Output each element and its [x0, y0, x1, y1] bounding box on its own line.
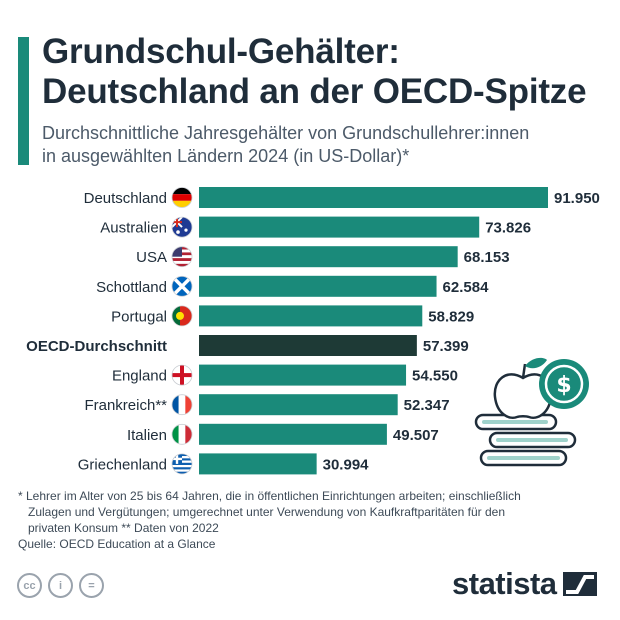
footnote-line-1: * Lehrer im Alter von 25 bis 64 Jahren, …	[18, 489, 521, 503]
value-label: 73.826	[485, 220, 531, 237]
bar-row: USA 68.153	[136, 246, 510, 268]
flag-icon-gr	[171, 453, 193, 475]
bar-row: England 54.550	[112, 364, 458, 386]
category-label: Schottland	[96, 279, 167, 296]
bar-row: Portugal 58.829	[111, 305, 474, 327]
license-icons: cc i =	[17, 573, 104, 598]
value-label: 62.584	[443, 279, 490, 296]
bar	[199, 453, 317, 475]
footnote-line-3: privaten Konsum ** Daten von 2022	[28, 521, 219, 535]
category-label: Frankreich**	[84, 397, 167, 414]
no-derivatives-icon[interactable]: =	[79, 573, 104, 598]
category-label: Griechenland	[78, 456, 167, 473]
value-label: 58.829	[428, 308, 474, 325]
bar-row: OECD-Durchschnitt 57.399	[26, 335, 469, 356]
value-label: 91.950	[554, 190, 600, 207]
cc-icon[interactable]: cc	[17, 573, 42, 598]
svg-text:$: $	[556, 373, 571, 398]
value-label: 54.550	[412, 368, 458, 385]
bar-row: Italien 49.507	[127, 423, 439, 445]
accent-bar	[18, 37, 29, 165]
bar	[199, 423, 387, 445]
bar-row: Schottland 62.584	[96, 275, 490, 297]
bar	[199, 305, 423, 327]
subtitle: Durchschnittliche Jahresgehälter von Gru…	[42, 122, 612, 168]
value-label: 68.153	[464, 249, 510, 266]
category-label: OECD-Durchschnitt	[26, 338, 167, 355]
category-label: England	[112, 368, 167, 385]
bar-row: Deutschland 91.950	[84, 187, 600, 208]
subtitle-line-2: in ausgewählten Ländern 2024 (in US-Doll…	[42, 146, 410, 166]
flag-icon-fr	[171, 394, 193, 416]
title-line-2: Deutschland an der OECD-Spitze	[42, 72, 587, 111]
flag-icon-eng	[171, 364, 193, 386]
bar-row: Frankreich** 52.347	[84, 394, 450, 416]
statista-logo-text: statista	[452, 566, 557, 601]
flag-icon-scot	[171, 275, 193, 297]
value-label: 30.994	[323, 456, 370, 473]
flag-icon-pt	[171, 305, 193, 327]
category-label: Deutschland	[84, 190, 167, 207]
bar	[199, 187, 548, 208]
bar-row: Griechenland 30.994	[78, 453, 370, 475]
bar	[199, 216, 480, 238]
attribution-icon[interactable]: i	[48, 573, 73, 598]
flag-icon-de	[171, 187, 193, 208]
value-label: 49.507	[393, 427, 439, 444]
page-title: Grundschul-Gehälter: Deutschland an der …	[42, 32, 612, 112]
statista-logo-icon	[562, 572, 597, 596]
value-label: 52.347	[404, 397, 450, 414]
category-label: Australien	[100, 220, 167, 237]
bar	[199, 335, 417, 356]
statista-logo[interactable]: statista	[452, 566, 599, 602]
footnote: * Lehrer im Alter von 25 bis 64 Jahren, …	[18, 488, 603, 536]
flag-icon-us	[171, 246, 193, 268]
apple-money-book-illustration: $	[474, 357, 589, 467]
bar	[199, 394, 398, 416]
bar-chart: Deutschland 91.950 Australien 73.826 USA 68.1…	[26, 187, 600, 475]
source-note: Quelle: OECD Education at a Glance	[18, 537, 216, 551]
flag-icon-it	[171, 423, 193, 445]
footnote-line-2: Zulagen und Vergütungen; umgerechnet unt…	[28, 505, 505, 519]
bar	[199, 246, 458, 268]
category-label: Italien	[127, 427, 167, 444]
subtitle-line-1: Durchschnittliche Jahresgehälter von Gru…	[42, 123, 530, 143]
bar	[199, 364, 407, 386]
bar	[199, 275, 437, 297]
bar-row: Australien 73.826	[100, 216, 531, 238]
category-label: USA	[136, 249, 167, 266]
flag-icon-au	[171, 216, 193, 238]
category-label: Portugal	[111, 308, 167, 325]
title-line-1: Grundschul-Gehälter:	[42, 32, 400, 71]
value-label: 57.399	[423, 338, 469, 355]
